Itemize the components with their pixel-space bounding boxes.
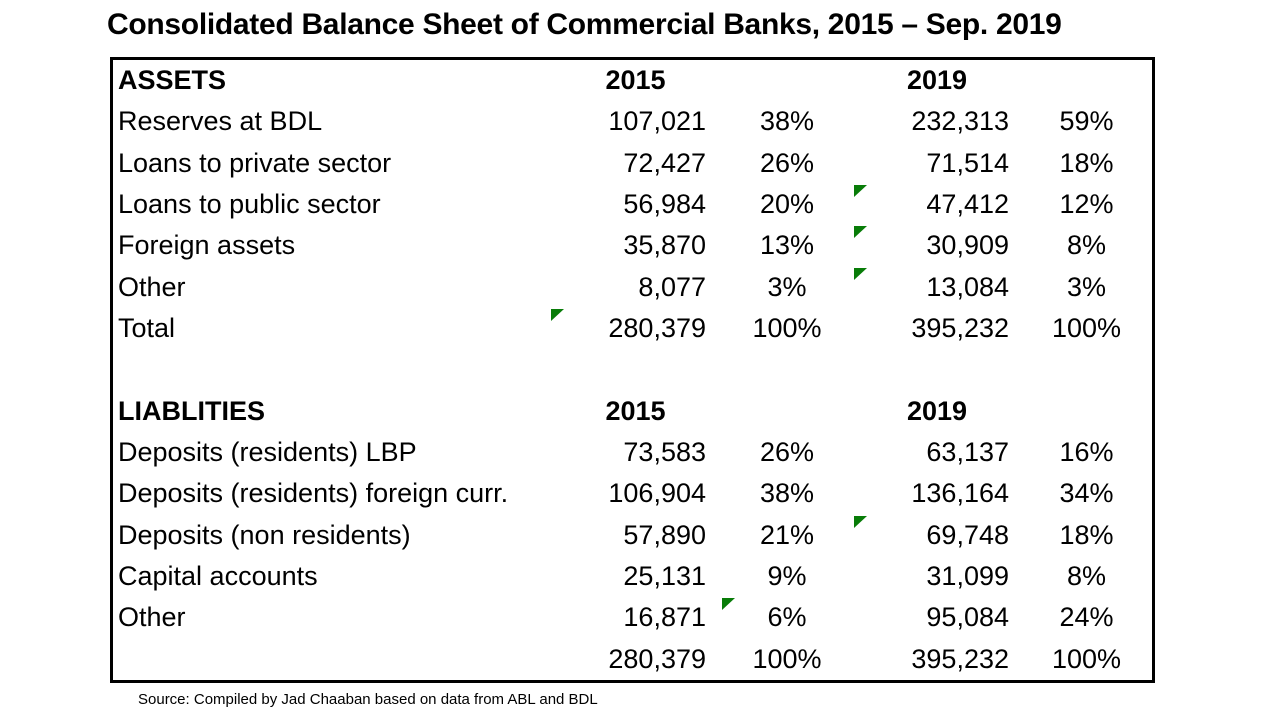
cell-2015-percent: 21%: [759, 519, 815, 550]
section-header-liabilities: LIABLITIES 2015 2019: [113, 391, 1152, 432]
table-row: Loans to private sector 72,427 26% 71,51…: [113, 143, 1152, 184]
cell-2015-value: 72,427: [623, 147, 706, 178]
table-row-total-assets: Total 280,379 100% 395,232 100%: [113, 308, 1152, 349]
cell-2015-value: 56,984: [623, 189, 706, 220]
cell-error-flag-icon: [854, 515, 867, 528]
cell-error-flag-icon: [854, 184, 867, 197]
cell-2019-percent: 3%: [1066, 271, 1107, 302]
column-header-2019: 2019: [906, 395, 968, 426]
table-row: Capital accounts 25,131 9% 31,099 8%: [113, 556, 1152, 597]
cell-error-flag-icon: [722, 598, 735, 611]
column-spacer: [721, 391, 853, 432]
row-label: Loans to public sector: [118, 189, 381, 220]
row-label: Deposits (non residents): [118, 519, 411, 550]
cell-2015-value: 107,021: [608, 106, 706, 137]
cell-2019-percent: 8%: [1066, 230, 1107, 261]
cell-2015-value: 25,131: [623, 561, 706, 592]
row-label: Total: [118, 313, 176, 344]
cell-2015-percent: 9%: [767, 561, 807, 592]
section-header-assets: ASSETS 2015 2019: [113, 60, 1152, 101]
cell-2015-value: 57,890: [623, 519, 706, 550]
table-row: Loans to public sector 56,984 20% 47,412…: [113, 184, 1152, 225]
column-spacer: [721, 60, 853, 101]
cell-2015-percent: 26%: [759, 147, 815, 178]
cell-2015-value: 8,077: [638, 271, 706, 302]
source-note: Source: Compiled by Jad Chaaban based on…: [138, 691, 598, 708]
cell-2019-percent: 100%: [1051, 313, 1122, 344]
cell-2015-value: 16,871: [623, 602, 706, 633]
cell-2019-value: 395,232: [911, 313, 1009, 344]
table-row: Other 16,871 6% 95,084 24%: [113, 597, 1152, 638]
cell-2015-value: 106,904: [608, 478, 706, 509]
cell-2019-value: 395,232: [911, 643, 1009, 674]
table-row: Foreign assets 35,870 13% 30,909 8%: [113, 225, 1152, 266]
cell-2019-percent: 16%: [1059, 437, 1114, 468]
cell-2019-value: 47,412: [853, 184, 1021, 225]
cell-2019-value: 69,748: [853, 515, 1021, 556]
cell-2019-percent: 34%: [1059, 478, 1114, 509]
table-row: Deposits (residents) LBP 73,583 26% 63,1…: [113, 432, 1152, 473]
column-spacer: [1021, 60, 1152, 101]
cell-2015-percent: 100%: [752, 643, 822, 674]
cell-2019-percent: 24%: [1059, 602, 1114, 633]
cell-2019-percent: 8%: [1066, 561, 1107, 592]
cell-2015-percent: 13%: [759, 230, 815, 261]
cell-2019-percent: 100%: [1051, 643, 1122, 674]
column-spacer: [1021, 391, 1152, 432]
table-row: Other 8,077 3% 13,084 3%: [113, 267, 1152, 308]
row-label: Deposits (residents) LBP: [118, 437, 417, 468]
cell-2019-value: 232,313: [911, 106, 1009, 137]
column-header-2015: 2015: [605, 395, 666, 426]
cell-2015-value: 35,870: [623, 230, 706, 261]
row-label: Deposits (residents) foreign curr.: [118, 478, 509, 509]
section-title: LIABLITIES: [118, 395, 265, 426]
cell-2015-value: 73,583: [623, 437, 706, 468]
cell-2015-percent: 38%: [759, 106, 815, 137]
cell-2015-value: 280,379: [550, 308, 721, 349]
table-row-total-liabilities: 280,379 100% 395,232 100%: [113, 639, 1152, 680]
cell-2015-percent: 38%: [759, 478, 815, 509]
row-label: Other: [118, 602, 186, 633]
cell-2015-value: 280,379: [608, 643, 706, 674]
cell-2015-percent: 26%: [759, 437, 815, 468]
cell-2019-percent: 18%: [1059, 147, 1114, 178]
row-label: Reserves at BDL: [118, 106, 323, 137]
cell-2019-value: 95,084: [926, 602, 1009, 633]
blank-row: [113, 349, 1152, 390]
table-row: Deposits (non residents) 57,890 21% 69,7…: [113, 515, 1152, 556]
cell-error-flag-icon: [854, 226, 867, 239]
row-label: Foreign assets: [118, 230, 296, 261]
cell-2015-percent: 3%: [767, 271, 807, 302]
cell-2019-value: 13,084: [853, 267, 1021, 308]
balance-sheet-table: ASSETS 2015 2019 Reserves at BDL 107,021…: [110, 57, 1155, 683]
column-header-2019: 2019: [906, 65, 968, 96]
table-row: Reserves at BDL 107,021 38% 232,313 59%: [113, 101, 1152, 142]
cell-2019-value: 30,909: [853, 225, 1021, 266]
row-label: Other: [118, 271, 186, 302]
cell-2019-percent: 18%: [1059, 519, 1114, 550]
cell-2019-value: 136,164: [911, 478, 1009, 509]
row-label: Loans to private sector: [118, 147, 392, 178]
row-label: Capital accounts: [118, 561, 318, 592]
cell-2019-value: 63,137: [926, 437, 1009, 468]
cell-2015-percent: 6%: [721, 597, 853, 638]
table-row: Deposits (residents) foreign curr. 106,9…: [113, 473, 1152, 514]
cell-error-flag-icon: [551, 308, 564, 321]
cell-2019-percent: 59%: [1059, 106, 1114, 137]
cell-2019-value: 71,514: [926, 147, 1009, 178]
cell-2015-percent: 100%: [752, 313, 822, 344]
section-title: ASSETS: [118, 65, 227, 96]
page-title: Consolidated Balance Sheet of Commercial…: [107, 8, 1062, 41]
cell-2019-value: 31,099: [926, 561, 1009, 592]
cell-2015-percent: 20%: [759, 189, 815, 220]
cell-error-flag-icon: [854, 267, 867, 280]
row-label: [113, 639, 550, 680]
column-header-2015: 2015: [605, 65, 666, 96]
cell-2019-percent: 12%: [1059, 189, 1114, 220]
